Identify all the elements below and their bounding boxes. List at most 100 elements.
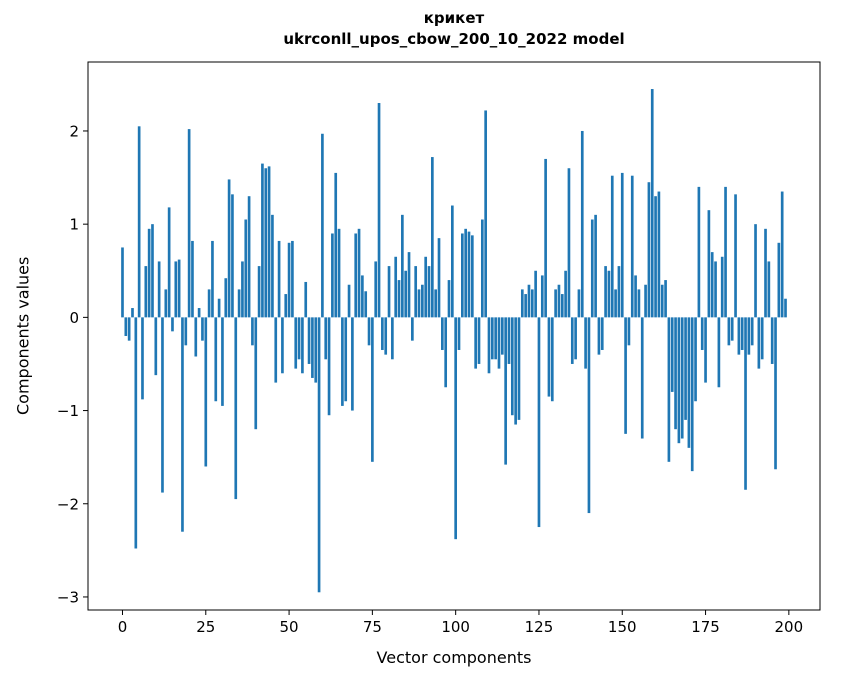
- bar: [504, 317, 507, 465]
- bar: [287, 242, 291, 318]
- bar: [167, 207, 171, 318]
- bar: [127, 317, 131, 341]
- bar: [644, 284, 647, 318]
- bar: [710, 252, 714, 318]
- bar: [384, 317, 388, 355]
- bar: [371, 317, 374, 462]
- bar: [647, 182, 651, 318]
- bar: [221, 317, 224, 406]
- bar: [307, 317, 311, 364]
- bar: [767, 261, 771, 318]
- bar: [567, 168, 571, 318]
- bar: [124, 317, 128, 336]
- bar: [231, 194, 234, 318]
- bar: [537, 317, 541, 528]
- bar: [417, 289, 421, 318]
- bar: [750, 317, 754, 346]
- bar: [664, 280, 667, 318]
- bar: [617, 266, 621, 318]
- bar: [161, 317, 164, 493]
- x-tick-label: 0: [118, 618, 128, 636]
- bar: [760, 317, 764, 360]
- bar: [780, 191, 784, 318]
- bar: [277, 240, 281, 318]
- bar: [404, 270, 408, 318]
- bar: [590, 219, 594, 318]
- bar: [507, 317, 511, 364]
- bar: [737, 317, 741, 355]
- bar: [514, 317, 517, 425]
- y-tick-label: −1: [57, 402, 79, 420]
- bar: [441, 317, 444, 350]
- bar: [387, 266, 391, 318]
- bar: [154, 317, 158, 376]
- chart-title: крикет: [423, 9, 485, 27]
- bar: [414, 266, 418, 318]
- bar: [334, 172, 338, 318]
- bar: [134, 317, 138, 549]
- bar: [697, 186, 701, 318]
- bar: [694, 317, 697, 402]
- bar: [734, 194, 737, 318]
- bar: [194, 317, 198, 357]
- bar: [470, 235, 474, 318]
- bar: [747, 317, 751, 355]
- bar: [427, 266, 431, 318]
- bar: [457, 317, 461, 350]
- bar: [421, 284, 424, 318]
- bar: [207, 289, 211, 318]
- bar: [184, 317, 188, 346]
- bar: [197, 308, 201, 318]
- bar: [540, 275, 544, 318]
- bar: [494, 317, 497, 360]
- bar: [311, 317, 314, 378]
- x-axis-label: Vector components: [376, 648, 532, 667]
- bar: [204, 317, 208, 467]
- bar: [684, 317, 687, 420]
- bar: [367, 317, 371, 346]
- bar: [620, 172, 624, 318]
- bar: [554, 289, 557, 318]
- bar: [381, 317, 384, 350]
- bar: [564, 270, 567, 318]
- bar: [674, 317, 677, 430]
- bar: [680, 317, 684, 439]
- bar: [181, 317, 184, 532]
- bar: [484, 110, 487, 318]
- bar: [454, 317, 457, 540]
- bar: [557, 284, 561, 318]
- bar: [217, 298, 221, 318]
- bar: [490, 317, 494, 360]
- bar: [727, 317, 731, 346]
- bar: [784, 298, 787, 318]
- bar: [227, 179, 231, 318]
- bar: [257, 266, 261, 318]
- bar: [144, 266, 148, 318]
- bar: [614, 289, 617, 318]
- bar: [634, 275, 637, 318]
- bar: [480, 219, 484, 318]
- x-tick-label: 150: [608, 618, 637, 636]
- bar: [397, 280, 401, 318]
- bar: [744, 317, 747, 490]
- x-tick-label: 175: [691, 618, 720, 636]
- bar: [730, 317, 734, 341]
- bar: [237, 289, 241, 318]
- bar: [687, 317, 691, 448]
- x-tick-label: 125: [525, 618, 554, 636]
- bar: [451, 205, 454, 318]
- bar: [224, 278, 228, 318]
- bar: [570, 317, 574, 364]
- x-tick-label: 25: [196, 618, 215, 636]
- bar: [254, 317, 258, 430]
- bar: [464, 228, 467, 318]
- bar: [264, 168, 268, 318]
- bar: [500, 317, 504, 355]
- bar: [517, 317, 521, 420]
- bar: [580, 130, 584, 318]
- bar: [241, 261, 244, 318]
- bar: [424, 256, 428, 318]
- bar: [247, 196, 251, 318]
